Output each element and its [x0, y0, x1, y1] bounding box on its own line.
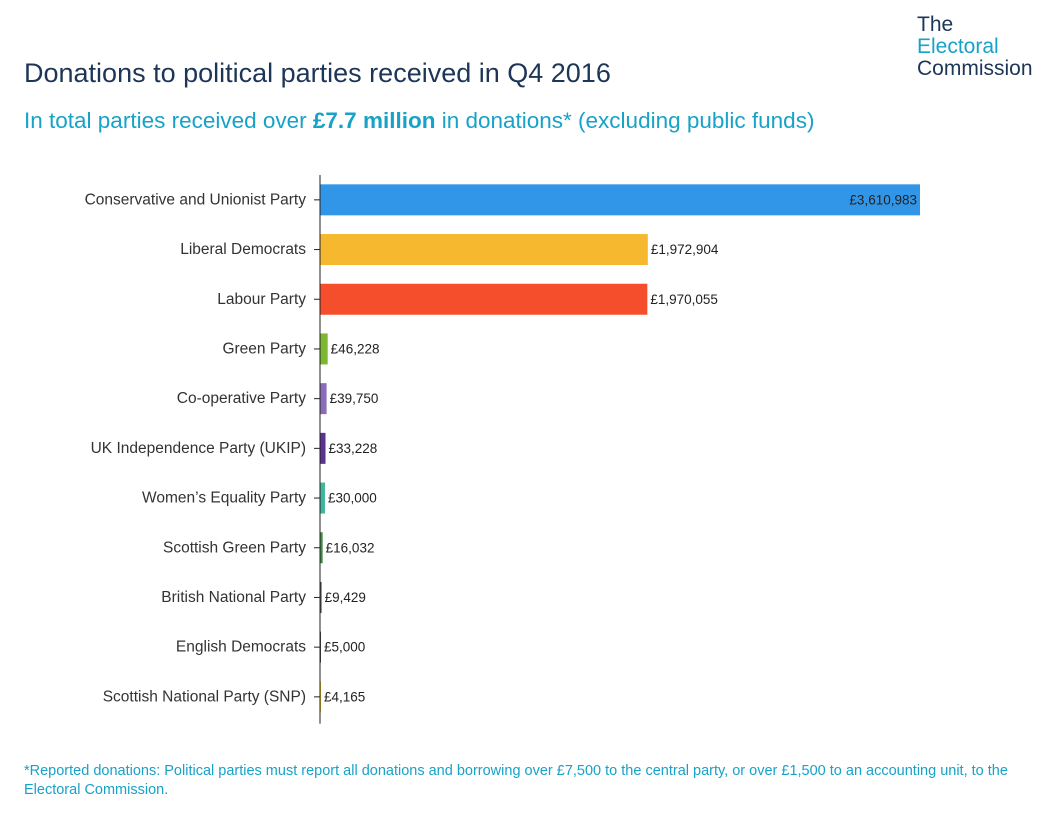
- value-label-9: £9,429: [325, 590, 366, 605]
- value-label-8: £16,032: [326, 540, 375, 555]
- logo-line-the: The: [917, 13, 954, 36]
- category-label-4: Green Party: [222, 340, 306, 357]
- chart-title: Donations to political parties received …: [24, 58, 611, 88]
- category-label-11: Scottish National Party (SNP): [103, 688, 306, 705]
- value-label-3: £1,970,055: [650, 292, 718, 307]
- logo-line-commission: Commission: [917, 57, 1033, 80]
- category-label-9: British National Party: [161, 589, 306, 606]
- category-label-5: Co-operative Party: [177, 390, 306, 407]
- bar-3: [320, 283, 648, 315]
- value-label-6: £33,228: [329, 441, 378, 456]
- footnote: *Reported donations: Political parties m…: [24, 763, 1008, 798]
- category-label-7: Women’s Equality Party: [142, 490, 306, 507]
- category-label-3: Labour Party: [217, 291, 306, 308]
- value-label-1: £3,610,983: [849, 192, 917, 207]
- value-label-10: £5,000: [324, 640, 365, 655]
- category-label-10: English Democrats: [176, 639, 306, 656]
- value-label-5: £39,750: [330, 391, 379, 406]
- bar-8: [320, 532, 323, 564]
- bar-4: [320, 333, 328, 365]
- logo-line-electoral: Electoral: [917, 35, 999, 58]
- category-label-1: Conservative and Unionist Party: [85, 191, 307, 208]
- bar-6: [320, 432, 326, 464]
- category-label-2: Liberal Democrats: [180, 241, 306, 258]
- electoral-commission-logo: The Electoral Commission: [917, 14, 1033, 80]
- value-label-7: £30,000: [328, 491, 377, 506]
- chart-subtitle: In total parties received over £7.7 mill…: [24, 108, 814, 134]
- value-label-2: £1,972,904: [651, 242, 719, 257]
- category-label-8: Scottish Green Party: [163, 539, 306, 556]
- bar-2: [320, 234, 648, 266]
- bar-9: [320, 581, 322, 613]
- bar-5: [320, 383, 327, 415]
- category-label-6: UK Independence Party (UKIP): [91, 440, 306, 457]
- bar-7: [320, 482, 325, 514]
- subtitle-text-start: In total parties received over: [24, 108, 313, 133]
- subtitle-text-end: in donations* (excluding public funds): [435, 108, 815, 133]
- bar-1: [320, 184, 920, 216]
- subtitle-total-amount: £7.7 million: [312, 108, 436, 133]
- value-label-4: £46,228: [331, 341, 380, 356]
- value-label-11: £4,165: [324, 689, 365, 704]
